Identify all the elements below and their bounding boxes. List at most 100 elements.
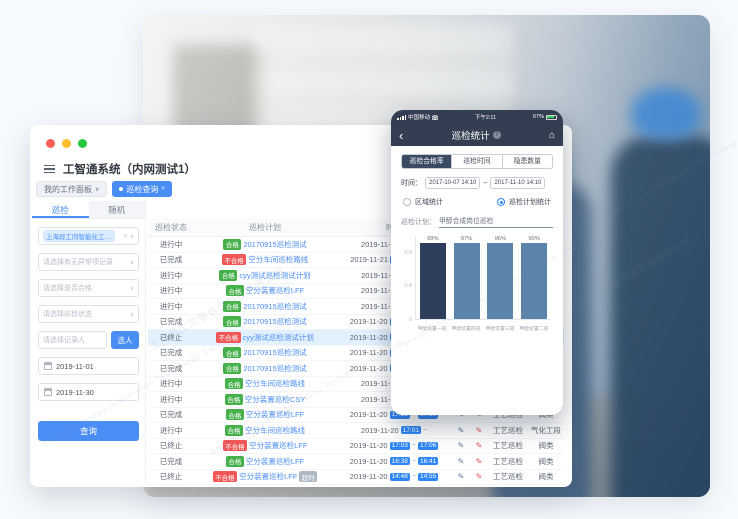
home-icon[interactable]: ⌂ bbox=[548, 129, 555, 141]
pencil-icon[interactable]: ✎ bbox=[457, 425, 465, 435]
app-title: 工智通系统（内网测试1） bbox=[63, 164, 196, 176]
menu-icon[interactable] bbox=[44, 164, 55, 174]
chevron-down-icon: ∨ bbox=[129, 233, 134, 240]
chart-x-labels: 甲醇装置一班 甲醇装置四班 甲醇装置三班 甲醇装置二班 bbox=[415, 325, 551, 332]
select-abnormal-records[interactable]: 请选择有无异常项记录 ∨ bbox=[38, 253, 139, 271]
plan-link[interactable]: 空分装置巡检LFF bbox=[245, 410, 305, 420]
bar[interactable] bbox=[521, 243, 548, 319]
radio-icon bbox=[497, 198, 505, 206]
plan-link[interactable]: 20170915巡检测试 bbox=[243, 301, 307, 311]
pencil-icon[interactable]: ✎ bbox=[457, 441, 465, 451]
date-to-input[interactable]: 2019-11-30 bbox=[38, 383, 139, 401]
clock-label: 下午2:11 bbox=[474, 115, 497, 121]
maximize-window-icon[interactable] bbox=[78, 139, 87, 148]
record-person-input[interactable]: 请选择记录人 bbox=[38, 331, 107, 349]
date-from-input[interactable]: 2019-11-01 bbox=[38, 357, 139, 375]
status-label: 已完成 bbox=[159, 317, 183, 327]
plan-link[interactable]: 空分装置巡检LFF bbox=[249, 441, 308, 451]
sidebar-tabs: 巡检 随机 bbox=[32, 201, 145, 219]
column-header: 巡检状态 bbox=[155, 223, 187, 232]
end-time-badge: 17:06 bbox=[417, 441, 439, 450]
start-time-badge: 14:48 bbox=[389, 472, 410, 481]
tab-my-workspace[interactable]: 我的工作面板 ∨ bbox=[36, 181, 108, 197]
select-qualified[interactable]: 请选择是否合格 ∨ bbox=[38, 279, 139, 297]
bar-value-label: 90% bbox=[528, 236, 540, 243]
plan-link[interactable]: 20170915巡检测试 bbox=[243, 239, 307, 249]
plan-link[interactable]: 20170915巡检测试 bbox=[243, 363, 307, 373]
choose-person-button[interactable]: 选人 bbox=[111, 331, 139, 349]
status-cell: 已终止 bbox=[148, 440, 194, 451]
issue-cell: ✎ bbox=[470, 441, 488, 450]
table-row[interactable]: 已终止 不合格 空分装置巡检LFF 超时 2019-11-20 14:48 ~14:55 ✎ ✎… bbox=[148, 470, 564, 485]
time-cell: 2019-11-20 14:48 ~14:55 bbox=[336, 472, 452, 481]
plan-cell: 合格 cyy测试巡检测试计划 bbox=[194, 269, 336, 281]
status-label: 已完成 bbox=[159, 456, 183, 466]
table-row[interactable]: 已完成 合格 空分装置巡检LFF 2019-11-20 16:38 ~16:41 ✎ ✎ 工艺巡… bbox=[148, 454, 564, 470]
tilde-separator: ~ bbox=[411, 473, 416, 481]
pass-rate-bar-chart: 0.8 0.4 0 99% 97% 96% 90% 甲醇装置一班 甲醇装置四班 甲醇装置三班甲… bbox=[401, 236, 553, 332]
segment-option[interactable]: 隐患数量 bbox=[502, 155, 552, 168]
issue-cell: ✎ bbox=[470, 472, 488, 481]
pencil-icon[interactable]: ✎ bbox=[457, 456, 465, 466]
clear-icon[interactable]: × bbox=[123, 232, 128, 240]
pencil-red-icon[interactable]: ✎ bbox=[475, 425, 483, 435]
plan-link[interactable]: cyy测试巡检测试计划 bbox=[242, 332, 314, 342]
plan-link[interactable]: 空分装置巡检LFF bbox=[245, 286, 305, 296]
table-row[interactable]: 已终止 不合格 空分装置巡检LFF 2019-11-20 17:03 ~17:06 ✎ ✎ 工艺… bbox=[148, 439, 564, 454]
plan-link[interactable]: 空分装置巡检LFF bbox=[239, 472, 298, 482]
datetime-from-input[interactable]: 2017-10-07 14:10 bbox=[425, 177, 481, 189]
chevron-down-icon: ∨ bbox=[129, 259, 134, 266]
date-label: 2019-11-20 bbox=[349, 363, 388, 373]
status-label: 已终止 bbox=[159, 472, 183, 482]
pencil-red-icon[interactable]: ✎ bbox=[475, 456, 483, 466]
plan-link[interactable]: 空分装置巡检CSY bbox=[244, 394, 306, 404]
status-cell: 已终止 bbox=[148, 471, 194, 482]
minimize-window-icon[interactable] bbox=[62, 139, 71, 148]
factory-multiselect[interactable]: 上海异工同智能化工厂 × × ∨ bbox=[38, 227, 139, 245]
bar[interactable] bbox=[487, 243, 514, 319]
plan-cell: 合格 空分车间巡检路线 bbox=[194, 378, 336, 390]
close-window-icon[interactable] bbox=[46, 139, 55, 148]
datetime-to-input[interactable]: 2017-11-10 14:10 bbox=[490, 177, 546, 189]
plan-link[interactable]: 空分装置巡检LFF bbox=[245, 456, 305, 466]
plan-value-input[interactable]: 甲醇合成岗位巡检 bbox=[439, 215, 553, 228]
column-header: 巡检计划 bbox=[249, 223, 281, 232]
phone-nav-bar: ‹ 巡检统计 ? ⌂ bbox=[391, 124, 563, 146]
help-icon[interactable]: ? bbox=[492, 131, 501, 139]
search-button[interactable]: 查询 bbox=[38, 421, 139, 441]
segment-option[interactable]: 巡检时间 bbox=[452, 155, 503, 168]
tab-inspection-query[interactable]: 巡检查询 × bbox=[112, 181, 172, 197]
pencil-red-icon[interactable]: ✎ bbox=[475, 441, 483, 451]
date-label: 2019-11-20 bbox=[349, 332, 388, 342]
plan-cell: 不合格 空分装置巡检LFF 超时 bbox=[194, 471, 336, 483]
result-badge: 合格 bbox=[223, 362, 242, 374]
start-time-badge: 16:38 bbox=[389, 457, 410, 466]
sidebar-tab-random[interactable]: 随机 bbox=[88, 201, 145, 218]
plan-link[interactable]: 空分车间巡检路线 bbox=[245, 379, 305, 389]
date-label: 2019-11-21 bbox=[361, 270, 399, 280]
status-cell: 进行中 bbox=[148, 239, 194, 250]
plan-link[interactable]: 空分车间巡检路线 bbox=[248, 255, 309, 265]
plan-link[interactable]: 20170915巡检测试 bbox=[243, 317, 307, 327]
pencil-red-icon[interactable]: ✎ bbox=[475, 472, 483, 482]
pencil-icon[interactable]: ✎ bbox=[457, 472, 465, 482]
result-badge: 不合格 bbox=[221, 254, 247, 266]
result-badge: 合格 bbox=[223, 238, 242, 250]
start-time-badge: 17:01 bbox=[400, 426, 421, 435]
close-tab-icon[interactable]: × bbox=[161, 186, 165, 192]
bar[interactable] bbox=[453, 243, 480, 319]
segment-active[interactable]: 巡检合格率 bbox=[402, 155, 453, 168]
back-icon[interactable]: ‹ bbox=[399, 127, 404, 143]
select-inspection-status[interactable]: 请选择巡检状态 ∨ bbox=[38, 305, 139, 323]
bar[interactable] bbox=[419, 243, 446, 319]
table-row[interactable]: 进行中 合格 空分车间巡检路线 2019-11-20 17:01 ~ ✎ ✎ 工艺巡检 气化工段 bbox=[148, 423, 564, 439]
time-filter-label: 时间： bbox=[401, 180, 422, 187]
bar-group: 97% bbox=[452, 236, 482, 319]
sidebar-tab-inspection[interactable]: 巡检 bbox=[32, 201, 89, 218]
radio-option[interactable]: 巡检计划统计 bbox=[497, 197, 551, 207]
plan-link[interactable]: 空分车间巡检路线 bbox=[245, 425, 305, 435]
radio-option[interactable]: 区域统计 bbox=[403, 197, 443, 207]
plan-cell: 不合格 cyy测试巡检测试计划 bbox=[194, 331, 336, 343]
plan-link[interactable]: cyy测试巡检测试计划 bbox=[239, 270, 311, 280]
plan-link[interactable]: 20170915巡检测试 bbox=[243, 348, 307, 358]
